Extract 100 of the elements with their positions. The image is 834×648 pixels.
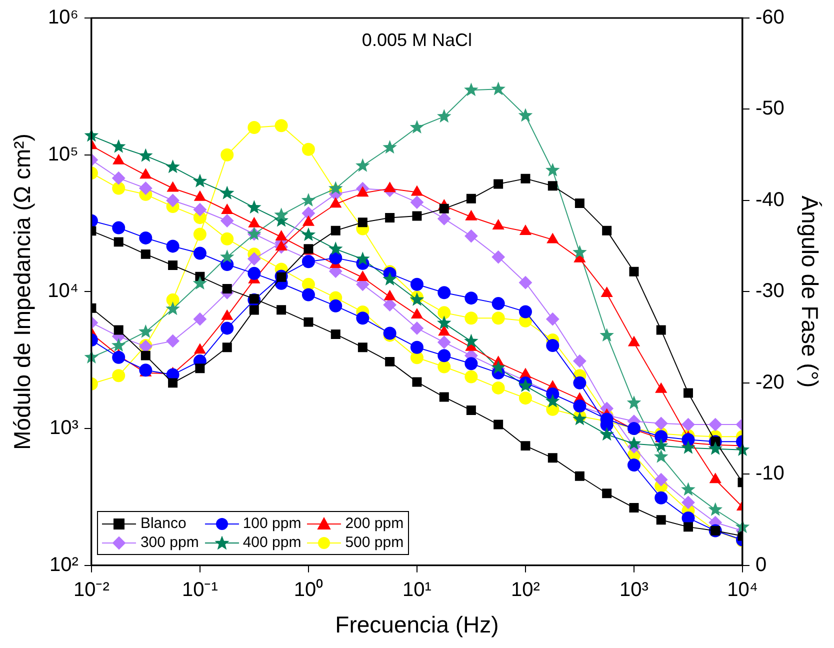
point bbox=[438, 326, 450, 336]
point bbox=[410, 340, 424, 354]
point bbox=[220, 214, 234, 228]
point bbox=[682, 418, 695, 432]
point bbox=[194, 190, 206, 201]
x-tick-label: 10³ bbox=[620, 578, 649, 601]
y-tick-label: 10⁵ bbox=[48, 143, 78, 166]
point bbox=[304, 317, 314, 327]
point bbox=[384, 290, 396, 300]
point bbox=[139, 231, 152, 244]
point bbox=[222, 284, 232, 294]
point bbox=[248, 217, 260, 228]
legend-label: 300 ppm bbox=[140, 533, 199, 552]
point bbox=[520, 441, 530, 451]
legend-label: 200 ppm bbox=[345, 514, 404, 534]
point bbox=[247, 200, 262, 214]
point bbox=[708, 441, 722, 455]
legend-label: 400 ppm bbox=[242, 533, 302, 552]
point bbox=[301, 227, 316, 241]
y2-tick-label: -60 bbox=[755, 6, 784, 29]
point bbox=[112, 172, 126, 185]
point bbox=[574, 471, 584, 481]
point bbox=[192, 174, 208, 188]
point bbox=[168, 260, 178, 270]
y2-tick-label: -40 bbox=[755, 188, 784, 211]
point bbox=[410, 322, 424, 335]
x-axis-title: Frecuencia (Hz) bbox=[335, 612, 499, 638]
point bbox=[248, 266, 261, 280]
point bbox=[412, 377, 422, 387]
x-tick-label: 10⁴ bbox=[727, 578, 758, 601]
x-tick-label: 10¹ bbox=[402, 578, 432, 601]
y-tick-label: 10⁴ bbox=[48, 280, 78, 302]
point bbox=[466, 406, 476, 416]
y2-tick-label: -50 bbox=[755, 98, 784, 120]
point bbox=[681, 440, 696, 454]
legend-label: Blanco bbox=[140, 514, 186, 534]
point bbox=[682, 433, 695, 446]
point bbox=[629, 502, 639, 512]
point bbox=[111, 139, 126, 153]
y2-tick-label: -20 bbox=[755, 371, 784, 394]
y-tick-label: 10⁶ bbox=[48, 6, 78, 29]
point bbox=[302, 278, 315, 291]
point bbox=[193, 203, 206, 216]
point bbox=[167, 182, 178, 192]
x-tick-label: 10⁻¹ bbox=[182, 578, 218, 601]
point bbox=[166, 160, 180, 174]
point bbox=[220, 232, 234, 246]
point bbox=[464, 370, 478, 384]
point bbox=[138, 148, 153, 162]
point bbox=[494, 420, 504, 430]
point bbox=[656, 515, 666, 525]
point bbox=[193, 246, 206, 260]
point bbox=[548, 453, 558, 463]
y2-tick-label: -10 bbox=[755, 462, 784, 485]
point bbox=[356, 252, 370, 266]
y2-axis-title: Ángulo de Fase (°) bbox=[796, 196, 823, 388]
point bbox=[438, 336, 451, 349]
point bbox=[437, 316, 452, 330]
y-axis-title: Módulo de Impedancia (Ω cm²) bbox=[9, 134, 36, 450]
x-tick-label: 10² bbox=[511, 578, 540, 601]
point bbox=[112, 221, 126, 234]
x-tick-label: 10⁻² bbox=[73, 578, 110, 601]
point bbox=[112, 182, 126, 195]
point bbox=[626, 436, 642, 450]
legend-label: 500 ppm bbox=[345, 533, 404, 552]
point bbox=[602, 488, 612, 498]
y-tick-label: 10³ bbox=[50, 417, 79, 440]
point bbox=[140, 168, 152, 179]
point bbox=[654, 416, 668, 430]
point bbox=[439, 392, 449, 402]
point bbox=[276, 305, 286, 315]
point bbox=[464, 357, 478, 370]
point bbox=[464, 334, 478, 348]
point bbox=[708, 418, 722, 432]
point bbox=[654, 438, 668, 452]
point bbox=[546, 394, 560, 408]
point bbox=[166, 240, 180, 253]
point bbox=[382, 272, 397, 286]
annotation: 0.005 M NaCl bbox=[362, 30, 472, 50]
point bbox=[385, 356, 395, 366]
point bbox=[683, 522, 693, 532]
point bbox=[518, 392, 532, 405]
point bbox=[328, 242, 343, 256]
point bbox=[383, 298, 396, 312]
point bbox=[358, 342, 368, 352]
point bbox=[139, 182, 152, 195]
point bbox=[492, 381, 505, 394]
point bbox=[140, 249, 150, 259]
point bbox=[572, 412, 587, 426]
point bbox=[438, 360, 451, 374]
point bbox=[600, 427, 614, 441]
point bbox=[221, 204, 233, 214]
point bbox=[166, 194, 180, 207]
y2-tick-label: 0 bbox=[755, 554, 767, 576]
point bbox=[438, 349, 451, 362]
point bbox=[112, 154, 124, 164]
point bbox=[302, 288, 315, 302]
point bbox=[356, 312, 370, 325]
y-tick-label: 10² bbox=[50, 554, 79, 576]
point bbox=[114, 237, 124, 247]
